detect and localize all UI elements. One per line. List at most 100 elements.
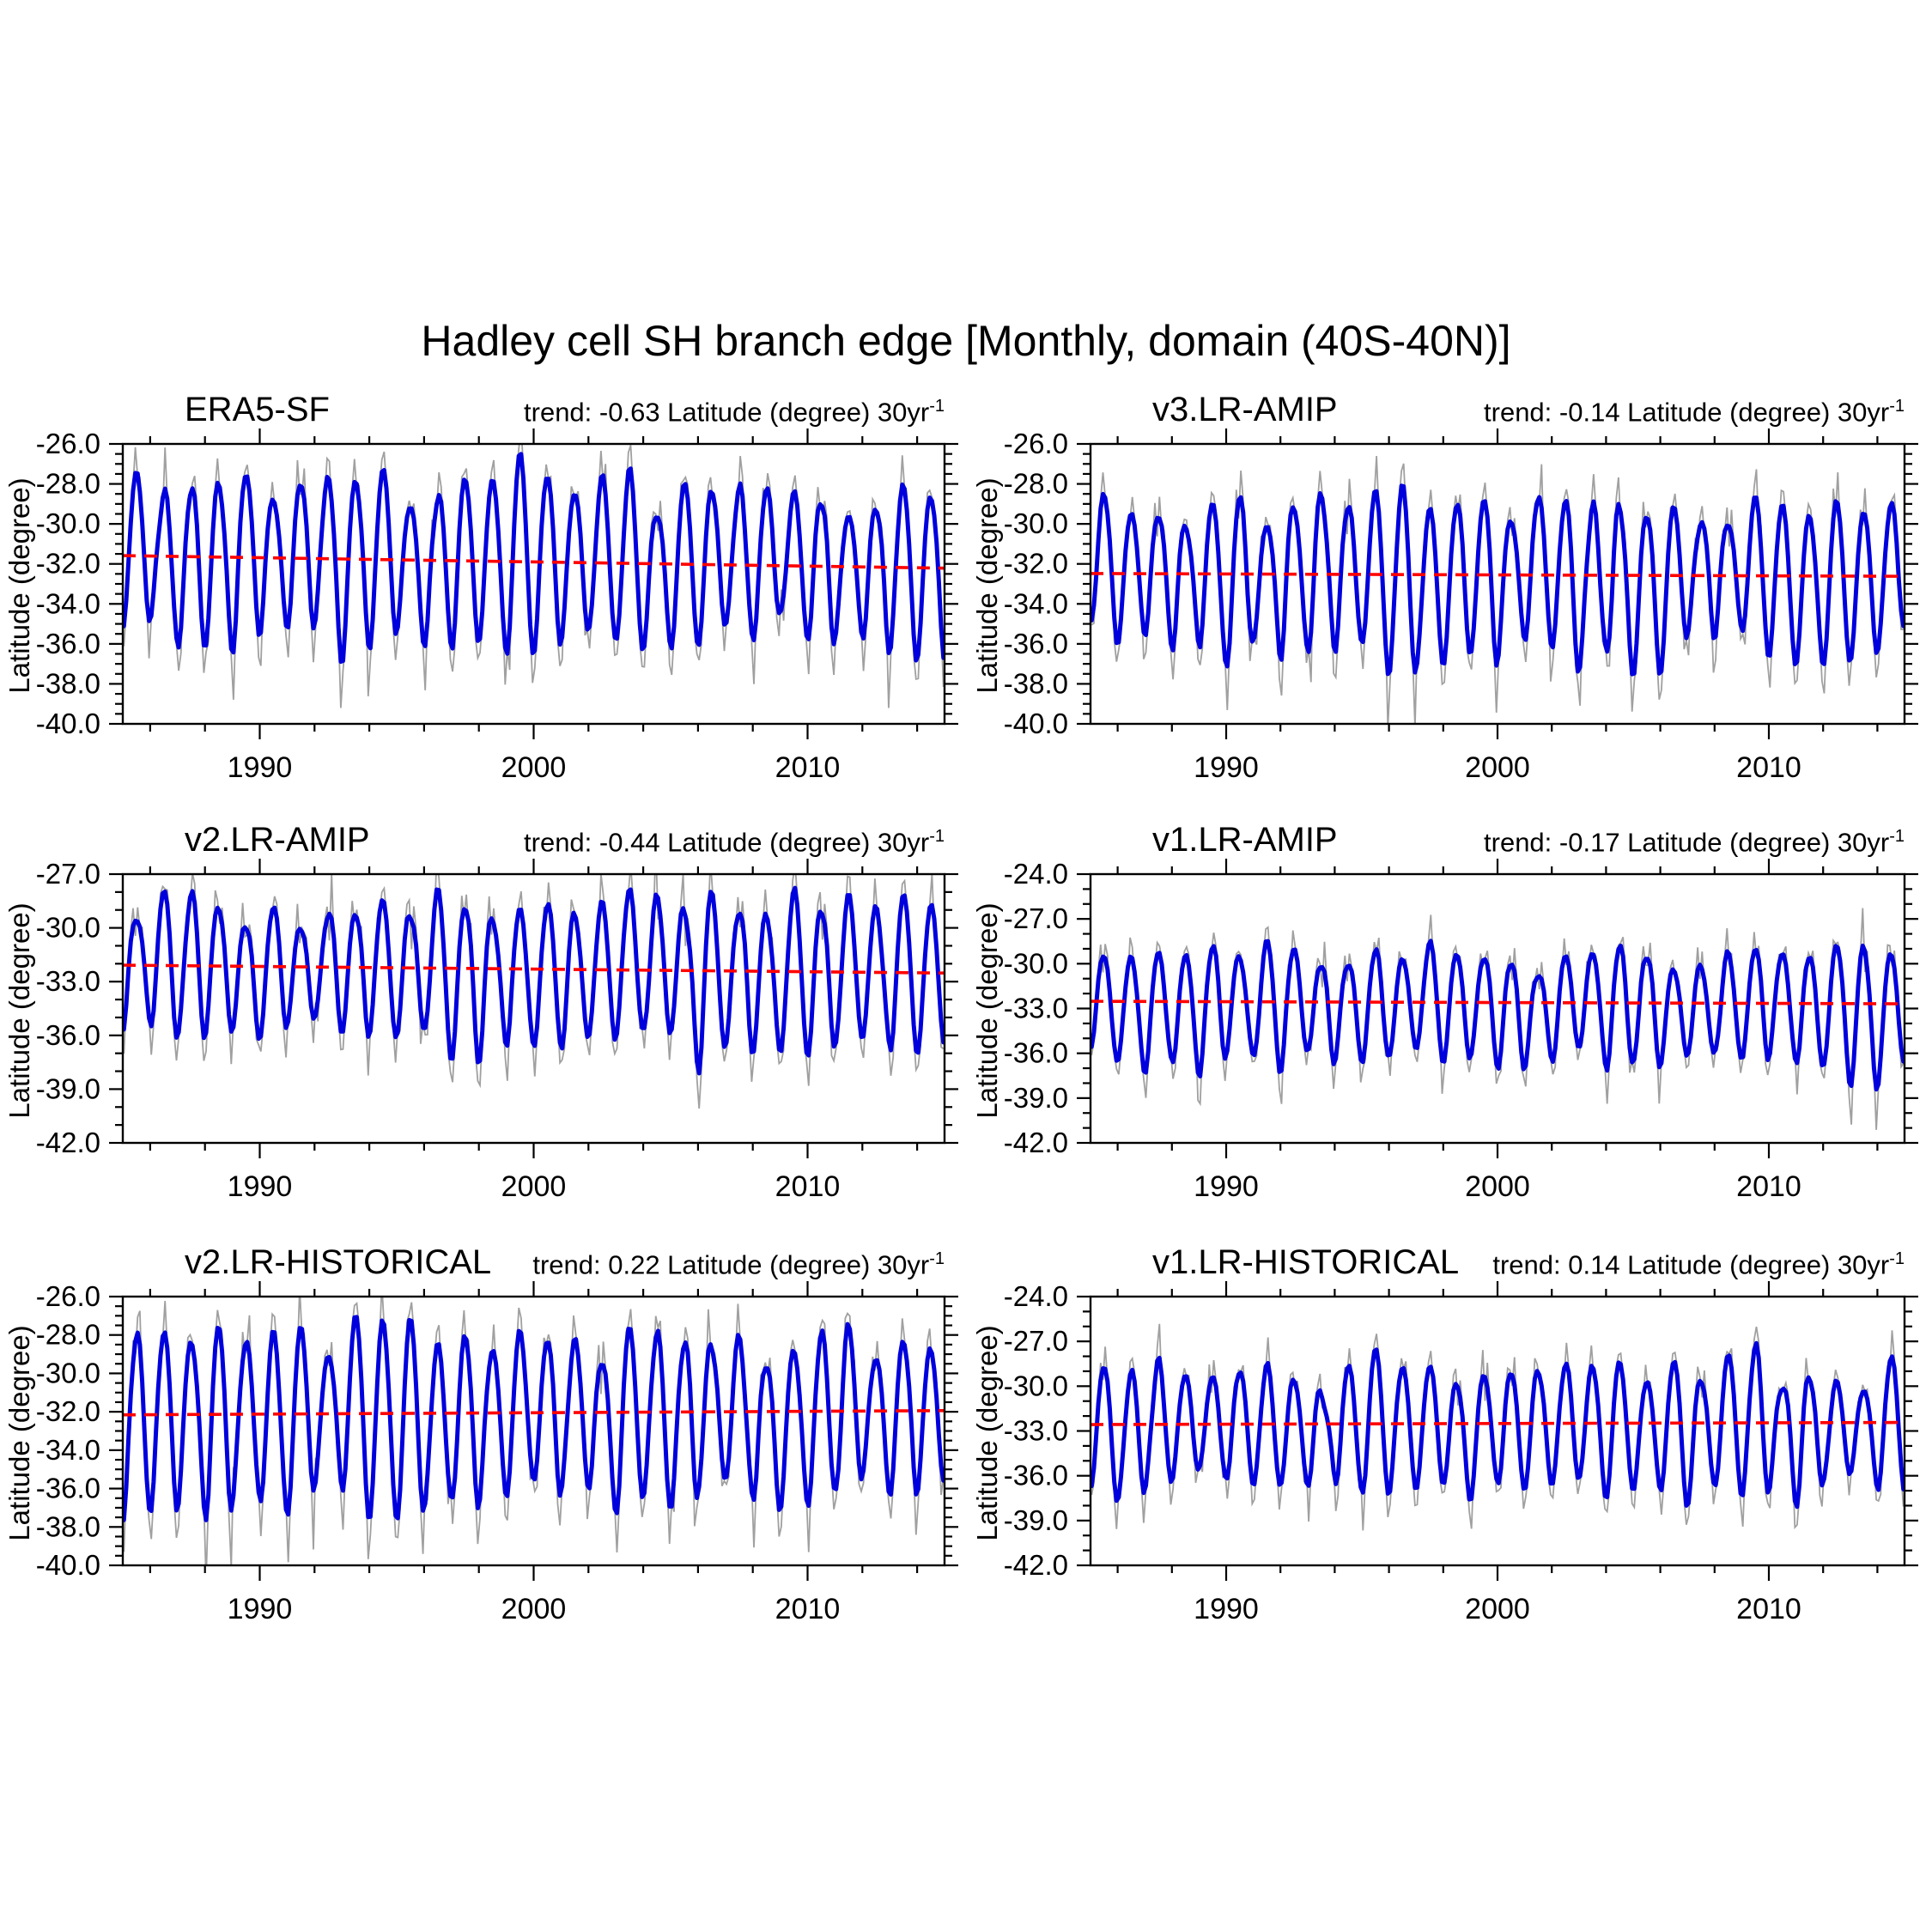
x-tick-label: 2000 — [1465, 1593, 1530, 1625]
y-tick-label: -38.0 — [1004, 667, 1068, 699]
y-tick-label: -28.0 — [36, 1319, 100, 1351]
y-tick-label: -32.0 — [36, 548, 100, 580]
trend-dashed-line — [122, 963, 945, 975]
y-tick-label: -30.0 — [36, 912, 100, 944]
smoothed-line — [123, 885, 945, 1076]
y-tick-label: -39.0 — [36, 1072, 100, 1104]
y-tick-label: -30.0 — [36, 507, 100, 539]
y-tick-label: -38.0 — [36, 1510, 100, 1542]
panel-title-v3-lr-amip: v3.LR-AMIP — [1152, 391, 1338, 428]
y-tick-label: -42.0 — [36, 1127, 100, 1158]
x-tick-label: 2000 — [1465, 1170, 1530, 1203]
y-tick-label: -26.0 — [36, 1280, 100, 1312]
y-tick-label: -30.0 — [1004, 1370, 1068, 1401]
y-tick-label: -24.0 — [1004, 1280, 1068, 1312]
plot-frame — [1089, 872, 1906, 1145]
smoothed-line — [123, 1315, 945, 1522]
x-tick-label: 1990 — [228, 1170, 293, 1203]
trend-label: trend: 0.14 Latitude (degree) 30yr-1 — [1218, 1249, 1905, 1280]
y-tick-label: -39.0 — [1004, 1504, 1068, 1536]
axis-ticks — [1077, 859, 1918, 1158]
axis-ticks — [109, 859, 958, 1158]
x-tick-label: 1990 — [1194, 1593, 1259, 1625]
trend-exponent: -1 — [1889, 1249, 1905, 1268]
plot-frame — [121, 442, 946, 726]
axis-ticks — [109, 1281, 958, 1581]
smoothed-line — [1091, 939, 1905, 1092]
trend-exponent: -1 — [1889, 397, 1905, 416]
y-axis-title: Latitude (degree) — [3, 1325, 35, 1541]
smoothed-line — [1091, 1340, 1905, 1510]
y-tick-label: -36.0 — [36, 1019, 100, 1051]
panel-title-v2-lr-amip: v2.LR-AMIP — [185, 821, 370, 859]
y-tick-label: -26.0 — [36, 428, 100, 459]
trend-exponent: -1 — [1889, 827, 1905, 846]
panel-title-v1-lr-historical: v1.LR-HISTORICAL — [1152, 1243, 1460, 1281]
y-axis-title: Latitude (degree) — [971, 1325, 1003, 1541]
x-tick-label: 2010 — [1736, 751, 1801, 784]
x-tick-label: 2000 — [501, 1593, 567, 1625]
plot-frame — [1089, 442, 1906, 726]
raw-monthly-line — [123, 874, 945, 1109]
trend-label: trend: 0.22 Latitude (degree) 30yr-1 — [258, 1249, 945, 1280]
x-tick-label: 1990 — [228, 1593, 293, 1625]
x-tick-label: 2000 — [1465, 751, 1530, 784]
x-tick-label: 1990 — [1194, 751, 1259, 784]
y-axis-title: Latitude (degree) — [3, 902, 35, 1119]
trend-exponent: -1 — [929, 397, 945, 416]
trend-exponent: -1 — [929, 827, 945, 846]
y-tick-label: -30.0 — [1004, 947, 1068, 979]
trend-dashed-line — [1090, 1420, 1905, 1426]
trend-dashed-line — [122, 554, 945, 570]
y-tick-label: -42.0 — [1004, 1549, 1068, 1581]
plot-frame — [121, 872, 946, 1145]
y-tick-label: -33.0 — [36, 965, 100, 997]
y-tick-label: -36.0 — [1004, 1037, 1068, 1069]
trend-label: trend: -0.63 Latitude (degree) 30yr-1 — [258, 397, 945, 428]
trend-text: trend: 0.22 Latitude (degree) 30yr — [532, 1249, 930, 1280]
y-tick-label: -28.0 — [36, 468, 100, 500]
trend-text: trend: 0.14 Latitude (degree) 30yr — [1492, 1249, 1890, 1280]
x-tick-label: 2000 — [501, 1170, 567, 1203]
x-tick-label: 2010 — [1736, 1170, 1801, 1203]
y-tick-label: -26.0 — [1004, 428, 1068, 459]
axis-ticks — [109, 428, 958, 739]
y-tick-label: -36.0 — [36, 628, 100, 659]
y-tick-label: -27.0 — [1004, 1325, 1068, 1357]
trend-dashed-line — [1090, 999, 1905, 1005]
x-tick-label: 1990 — [1194, 1170, 1259, 1203]
y-tick-label: -36.0 — [1004, 1460, 1068, 1492]
y-tick-label: -36.0 — [36, 1473, 100, 1504]
y-tick-label: -27.0 — [1004, 902, 1068, 934]
raw-monthly-line — [123, 1297, 945, 1565]
x-tick-label: 1990 — [228, 751, 293, 784]
x-tick-label: 2010 — [1736, 1593, 1801, 1625]
y-tick-label: -40.0 — [1004, 708, 1068, 739]
y-tick-label: -32.0 — [36, 1395, 100, 1427]
trend-dashed-line — [122, 1409, 945, 1417]
trend-text: trend: -0.17 Latitude (degree) 30yr — [1484, 827, 1890, 858]
panel-title-era5-sf: ERA5-SF — [185, 391, 330, 428]
raw-monthly-line — [1091, 1323, 1905, 1531]
raw-monthly-line — [1091, 908, 1905, 1130]
y-tick-label: -28.0 — [1004, 468, 1068, 500]
x-tick-label: 2010 — [775, 1170, 841, 1203]
trend-label: trend: -0.44 Latitude (degree) 30yr-1 — [258, 827, 945, 858]
y-tick-label: -27.0 — [36, 858, 100, 890]
x-tick-label: 2010 — [775, 751, 841, 784]
y-tick-label: -39.0 — [1004, 1082, 1068, 1114]
y-tick-label: -36.0 — [1004, 628, 1068, 659]
y-tick-label: -34.0 — [36, 1434, 100, 1466]
smoothed-line — [123, 452, 945, 665]
trend-label: trend: -0.17 Latitude (degree) 30yr-1 — [1218, 827, 1905, 858]
y-tick-label: -42.0 — [1004, 1127, 1068, 1158]
figure-title: Hadley cell SH branch edge [Monthly, dom… — [421, 317, 1511, 365]
trend-dashed-line — [1090, 572, 1905, 578]
y-tick-label: -30.0 — [1004, 507, 1068, 539]
plot-frame — [1089, 1295, 1906, 1567]
axis-ticks — [1077, 428, 1918, 739]
y-tick-label: -34.0 — [1004, 587, 1068, 619]
y-tick-label: -40.0 — [36, 708, 100, 739]
